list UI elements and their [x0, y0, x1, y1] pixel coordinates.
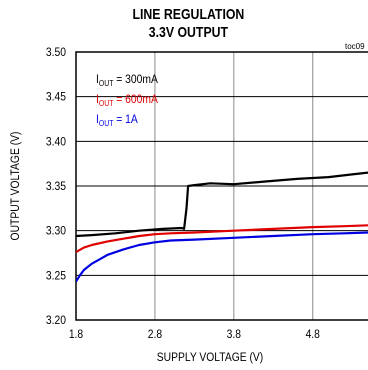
legend-entry-600ma: IOUT = 600mA	[96, 92, 158, 108]
legend-entry-600ma-subscript: OUT	[98, 99, 114, 108]
x-axis-label: SUPPLY VOLTAGE (V)	[157, 351, 264, 364]
y-tick-label-2: 3.30	[46, 225, 66, 238]
plot-frame	[75, 51, 368, 321]
legend-entry-1a-subscript: OUT	[98, 119, 114, 128]
y-tick-label-4: 3.40	[46, 136, 66, 149]
series-line-300ma	[76, 171, 368, 238]
y-tick-label-5: 3.45	[46, 91, 66, 104]
y-axis-label: OUTPUT VOLTAGE (V)	[9, 131, 22, 240]
y-tick-label-6: 3.50	[46, 46, 66, 59]
legend-entry-600ma-prefix: I	[96, 92, 99, 106]
legend-entry-1a-prefix: I	[96, 112, 99, 126]
x-tick-label-0: 1.8	[69, 328, 83, 341]
x-tick-label-3: 4.8	[306, 328, 320, 341]
legend-entry-1a: IOUT = 1A	[96, 112, 138, 128]
legend-entry-300ma-suffix: = 300mA	[113, 72, 158, 86]
legend-entry-600ma-suffix: = 600mA	[113, 92, 158, 106]
series-line-1a	[76, 231, 368, 283]
legend-entry-300ma: IOUT = 300mA	[96, 72, 158, 88]
series-line-600ma	[76, 224, 368, 254]
legend-entry-1a-suffix: = 1A	[113, 112, 138, 126]
y-tick-label-1: 3.25	[46, 270, 66, 283]
y-tick-label-3: 3.35	[46, 180, 66, 193]
x-tick-label-1: 2.8	[148, 328, 162, 341]
x-tick-label-2: 3.8	[227, 328, 241, 341]
legend-entry-300ma-prefix: I	[96, 72, 99, 86]
chart-title-line-2: 3.3V OUTPUT	[148, 24, 229, 41]
legend-entry-300ma-subscript: OUT	[98, 79, 114, 88]
chart-title-line-1: LINE REGULATION	[132, 6, 245, 23]
figure-code-label: toc09	[345, 42, 365, 51]
y-tick-label-0: 3.20	[46, 314, 66, 327]
